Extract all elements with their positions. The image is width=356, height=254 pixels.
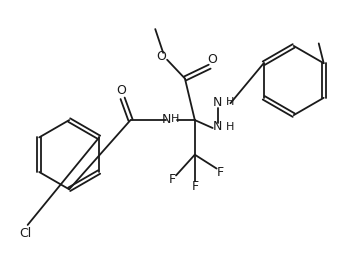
Text: F: F	[191, 180, 198, 193]
Text: O: O	[117, 84, 127, 97]
Text: N: N	[213, 96, 222, 109]
Text: F: F	[217, 166, 224, 179]
Text: N: N	[213, 120, 222, 134]
Text: O: O	[156, 50, 166, 63]
Text: H: H	[171, 114, 179, 124]
Text: H: H	[225, 122, 234, 132]
Text: F: F	[168, 173, 176, 186]
Text: H: H	[225, 97, 234, 107]
Text: N: N	[161, 113, 171, 125]
Text: Cl: Cl	[20, 227, 32, 240]
Text: O: O	[208, 53, 218, 66]
